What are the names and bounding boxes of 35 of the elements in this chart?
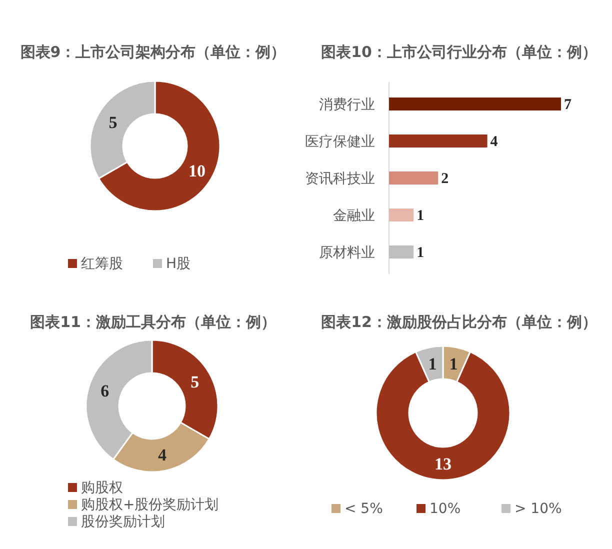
y-tick-label: 原材料业: [319, 245, 375, 261]
chart-title: 图表10：上市公司行业分布（单位：例）: [321, 43, 597, 61]
legend-label: 10%: [430, 501, 461, 517]
data-label: 4: [490, 134, 498, 150]
bar: [389, 246, 414, 258]
legend-label: < 5%: [344, 501, 383, 517]
chart-title: 图表12：激励股份占比分布（单位：例）: [321, 313, 597, 331]
y-tick-label: 金融业: [333, 208, 375, 224]
data-label: 1: [416, 245, 424, 261]
bar: [389, 134, 488, 148]
chart-title: 图表11：激励工具分布（单位：例）: [30, 313, 276, 331]
legend-label: 购股权+股份奖励计划: [81, 497, 219, 513]
data-label: 4: [158, 445, 168, 464]
data-label: 1: [416, 208, 424, 224]
data-label: 10: [188, 161, 206, 180]
bar: [389, 98, 561, 110]
legend-label: 股份奖励计划: [81, 514, 165, 530]
legend-label: > 10%: [514, 501, 562, 517]
data-label: 5: [190, 372, 200, 392]
data-label: 6: [100, 382, 110, 401]
data-label: 2: [441, 171, 449, 187]
y-tick-label: 医疗保健业: [305, 134, 375, 150]
bar: [389, 208, 414, 222]
data-label: 1: [449, 354, 458, 374]
data-label: 13: [434, 454, 452, 474]
legend-label: 购股权: [81, 480, 123, 496]
y-tick-label: 资讯科技业: [305, 171, 375, 187]
legend-label: H股: [166, 256, 191, 272]
chart-title: 图表9：上市公司架构分布（单位：例）: [20, 43, 286, 61]
bar: [389, 172, 438, 184]
data-label: 1: [428, 354, 437, 374]
data-label: 5: [108, 112, 118, 132]
legend-label: 红筹股: [81, 256, 123, 272]
y-tick-label: 消费行业: [319, 97, 375, 113]
data-label: 7: [564, 97, 572, 113]
